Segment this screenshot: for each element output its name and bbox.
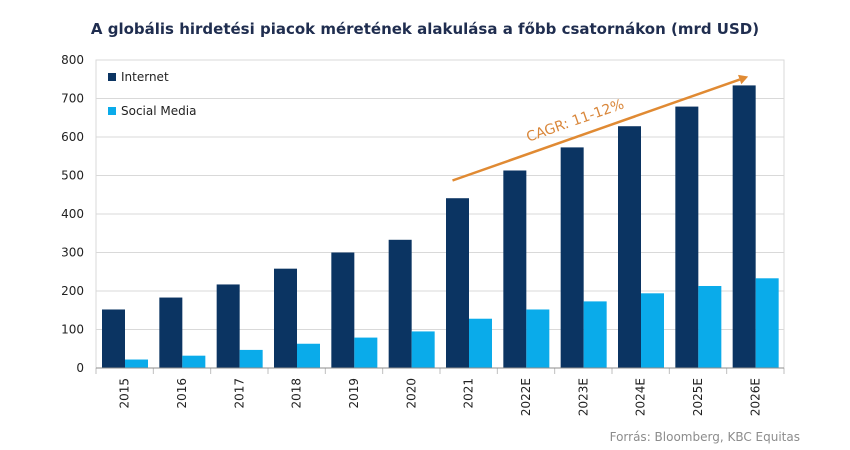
chart-title: A globális hirdetési piacok méretének al… <box>90 20 760 38</box>
x-tick-label: 2015 <box>118 378 132 409</box>
y-tick-label: 400 <box>61 207 84 221</box>
y-tick-label: 700 <box>61 92 84 106</box>
x-tick-label: 2023E <box>576 378 590 416</box>
bar-internet-2016 <box>159 297 183 368</box>
bar-internet-2023e <box>560 147 584 368</box>
x-tick-label: 2024E <box>634 378 648 416</box>
legend: Internet Social Media <box>108 70 196 118</box>
y-tick-label: 100 <box>61 323 84 337</box>
bar-internet-2022e <box>503 170 527 368</box>
bar-social-media-2022e <box>526 309 550 368</box>
legend-swatch <box>108 107 116 115</box>
x-tick-label: 2018 <box>290 378 304 409</box>
cagr-arrow-line <box>452 78 741 182</box>
x-tick-label: 2025E <box>691 378 705 416</box>
bar-internet-2020 <box>388 239 412 368</box>
x-tick-label: 2020 <box>404 378 418 409</box>
x-tick-label: 2019 <box>347 378 361 409</box>
y-tick-label: 0 <box>76 361 84 375</box>
bar-social-media-2021 <box>469 318 492 368</box>
legend-label: Internet <box>121 70 169 84</box>
bars <box>102 85 779 369</box>
bar-social-media-2016 <box>182 355 206 368</box>
x-tick-label: 2022E <box>519 378 533 416</box>
x-tick-label: 2016 <box>175 378 189 409</box>
bar-social-media-2019 <box>354 337 378 368</box>
bar-internet-2018 <box>274 268 297 368</box>
y-tick-label: 600 <box>61 130 84 144</box>
bar-internet-2024e <box>618 126 641 368</box>
bar-social-media-2018 <box>297 343 320 368</box>
legend-label: Social Media <box>121 104 196 118</box>
bar-social-media-2024e <box>641 293 664 368</box>
source-note: Forrás: Bloomberg, KBC Equitas <box>609 430 800 444</box>
legend-swatch <box>108 73 116 81</box>
bar-internet-2026e <box>732 85 756 368</box>
bar-internet-2019 <box>331 252 355 368</box>
bar-social-media-2017 <box>239 349 263 368</box>
y-tick-label: 500 <box>61 169 84 183</box>
x-tick-label: 2017 <box>232 378 246 409</box>
bar-internet-2021 <box>446 198 469 368</box>
bar-social-media-2015 <box>125 359 148 368</box>
y-tick-label: 800 <box>61 53 84 67</box>
cagr-annotation: CAGR: 11-12% <box>452 74 749 182</box>
bar-internet-2017 <box>216 284 240 368</box>
bar-social-media-2025e <box>698 285 722 368</box>
cagr-arrow-head <box>738 74 749 85</box>
x-tick-label: 2021 <box>462 378 476 409</box>
y-tick-label: 200 <box>61 284 84 298</box>
x-tick-label: 2026E <box>748 378 762 416</box>
bar-internet-2015 <box>102 309 125 368</box>
axes: 0 100 200 300 400 500 600 700 800 2015 2016 2017 201… <box>61 53 785 416</box>
bar-internet-2025e <box>675 106 699 369</box>
bar-social-media-2026e <box>755 278 779 368</box>
bar-social-media-2023e <box>583 301 607 368</box>
bar-social-media-2020 <box>411 331 435 368</box>
y-tick-label: 300 <box>61 246 84 260</box>
